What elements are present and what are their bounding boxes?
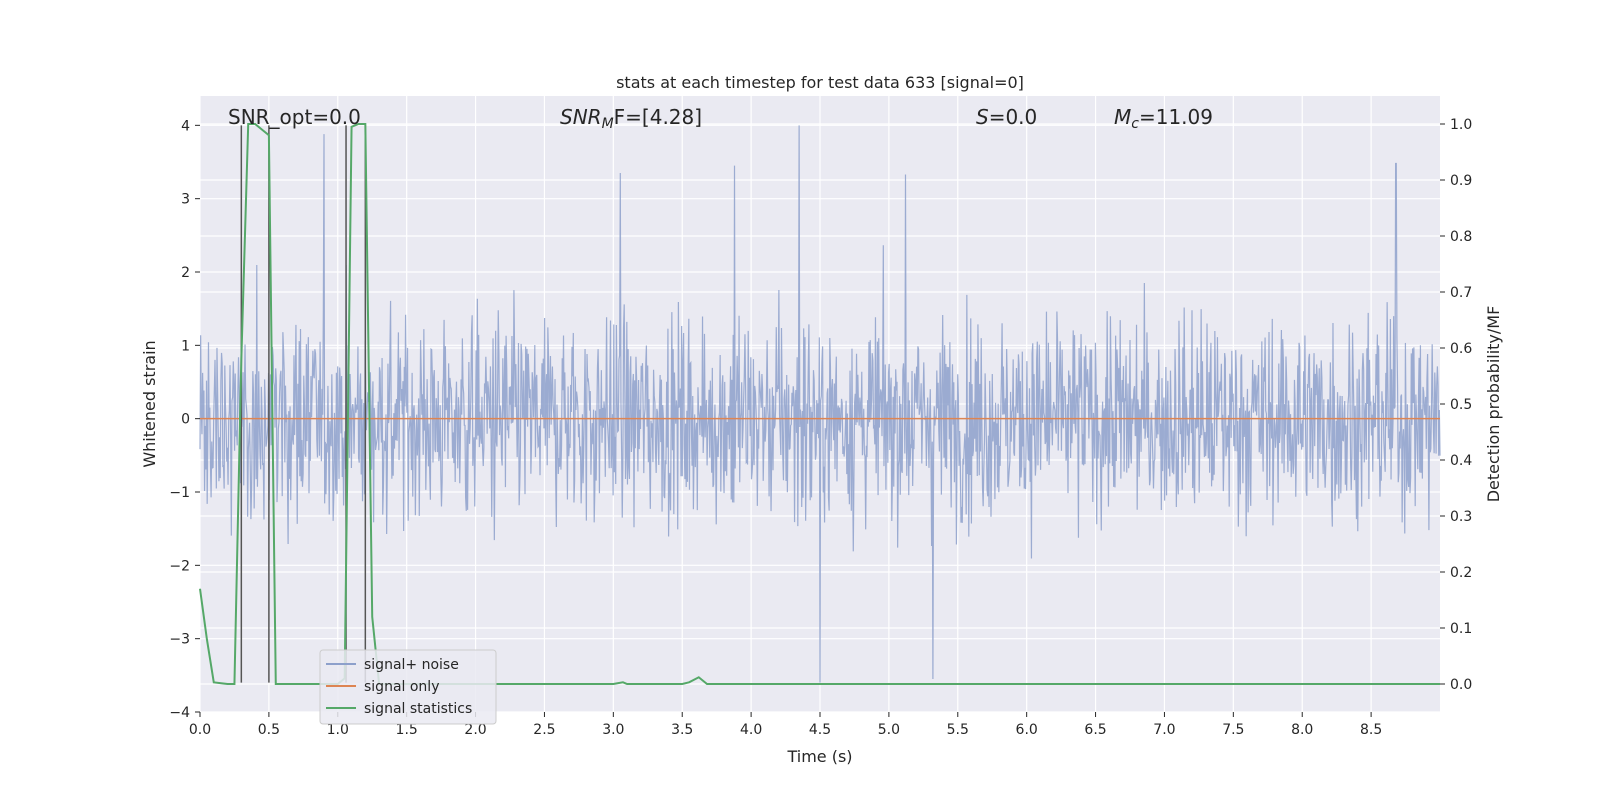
x-tick-label: 2.0 [464, 722, 486, 738]
y2-tick-label: 0.9 [1450, 173, 1472, 189]
y-tick-label: 3 [181, 192, 190, 208]
annotation-s: S=0.0 [976, 105, 1037, 129]
y-tick-label: −4 [169, 705, 190, 721]
x-tick-label: 1.5 [396, 722, 418, 738]
legend-box [319, 649, 497, 725]
legend-label-signal-statistics: signal statistics [364, 701, 472, 717]
y2-tick-label: 0.4 [1450, 453, 1472, 469]
x-tick-label: 5.5 [947, 722, 969, 738]
y2-tick-label: 0.6 [1450, 341, 1472, 357]
x-tick-label: 0.5 [258, 722, 280, 738]
y-tick-label: −1 [169, 485, 190, 501]
y-axis-label: Whitened strain [140, 340, 159, 467]
x-tick-label: 8.0 [1291, 722, 1313, 738]
y2-tick-label: 0.0 [1450, 677, 1472, 693]
x-tick-label: 4.5 [809, 722, 831, 738]
y2-tick-label: 0.8 [1450, 229, 1472, 245]
y2-tick-label: 0.1 [1450, 621, 1472, 637]
x-tick-label: 1.0 [327, 722, 349, 738]
x-tick-label: 3.0 [602, 722, 624, 738]
x-axis-label: Time (s) [786, 747, 852, 766]
y2-tick-label: 0.2 [1450, 565, 1472, 581]
y2-tick-label: 1.0 [1450, 117, 1472, 133]
x-tick-label: 7.0 [1153, 722, 1175, 738]
y-tick-label: −2 [169, 558, 190, 574]
legend-label-signal-only: signal only [364, 679, 439, 695]
y2-tick-label: 0.7 [1450, 285, 1472, 301]
annotation-snr-mf: SNRMF=[4.28] [560, 105, 702, 132]
y2-tick-label: 0.5 [1450, 397, 1472, 413]
x-tick-label: 0.0 [189, 722, 211, 738]
series-signal-noise [199, 125, 1441, 683]
x-tick-label: 6.0 [1016, 722, 1038, 738]
x-tick-label: 8.5 [1360, 722, 1382, 738]
x-axis-ticks: 0.0 0.5 1.0 1.5 2.0 2.5 3.0 3.5 4.0 4.5 5.0 5.5 6.0 6… [189, 712, 1382, 738]
y-tick-label: 0 [181, 412, 190, 428]
y2-axis-ticks: 1.0 0.9 0.8 0.7 0.6 0.5 0.4 0.3 0.2 0.1 0.0 [1440, 117, 1472, 693]
x-tick-label: 7.5 [1222, 722, 1244, 738]
signal-noise-line [199, 125, 1441, 683]
x-tick-label: 2.5 [533, 722, 555, 738]
y-tick-label: 1 [181, 338, 190, 354]
annotation-mc: Mc=11.09 [1114, 105, 1213, 132]
y-tick-label: −3 [169, 632, 190, 648]
chart-title: stats at each timestep for test data 633… [616, 73, 1024, 92]
y-tick-label: 4 [181, 118, 190, 134]
x-tick-label: 3.5 [671, 722, 693, 738]
x-tick-label: 5.0 [878, 722, 900, 738]
legend: signal+ noise signal only signal statist… [319, 649, 497, 725]
x-tick-label: 4.0 [740, 722, 762, 738]
annotation-snr-opt: SNR_opt=0.0 [228, 105, 361, 129]
y2-axis-label: Detection probability/MF [1484, 306, 1503, 503]
x-tick-label: 6.5 [1084, 722, 1106, 738]
y2-tick-label: 0.3 [1450, 509, 1472, 525]
y-axis-ticks: 4 3 2 1 0 −1 −2 −3 −4 [169, 118, 200, 721]
y-tick-label: 2 [181, 265, 190, 281]
legend-label-signal-noise: signal+ noise [364, 657, 459, 673]
